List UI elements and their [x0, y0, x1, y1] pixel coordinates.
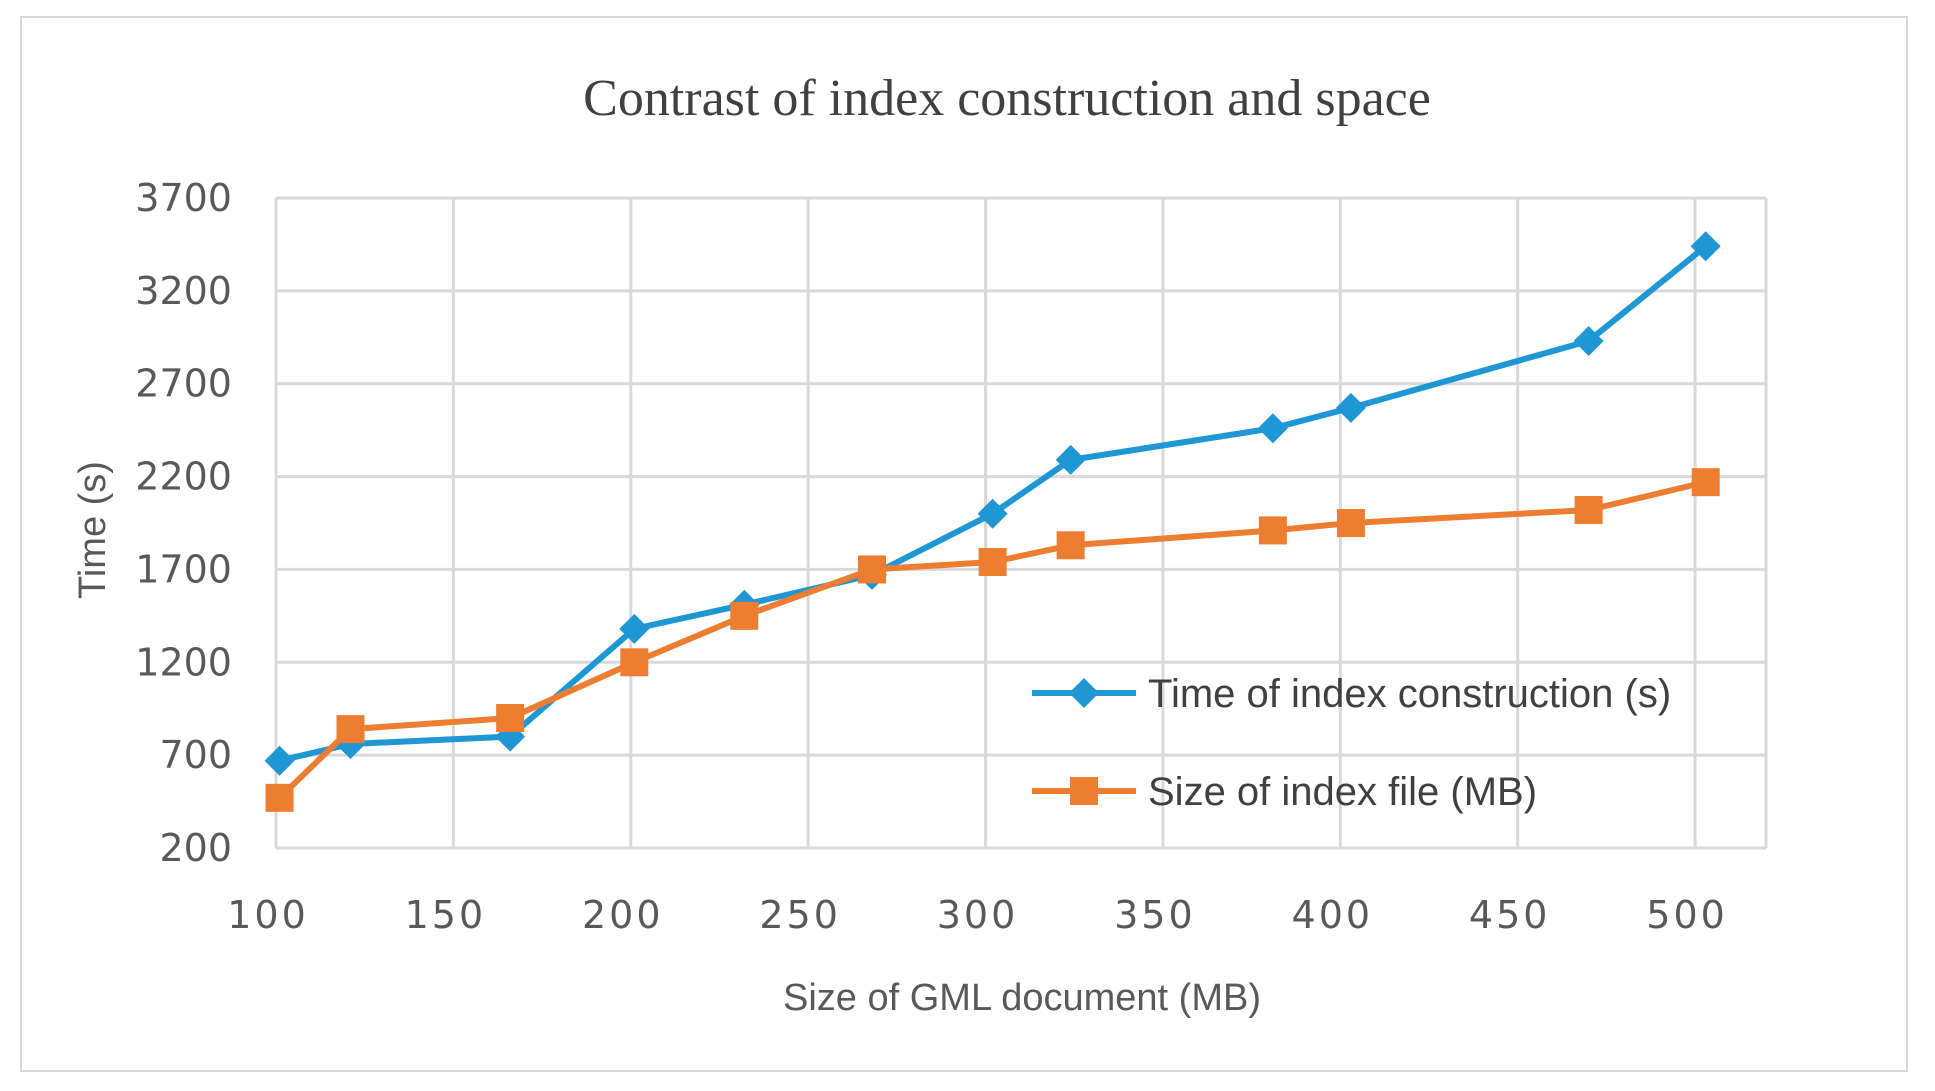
x-tick-label: 300 — [937, 893, 1019, 937]
x-tick-label: 400 — [1292, 893, 1374, 937]
y-tick-label: 2700 — [135, 362, 232, 406]
series-2 — [265, 468, 1720, 812]
y-tick-labels: 200 700 1200 1700 2200 2700 3200 3700 — [135, 176, 232, 870]
data-point-2-9 — [1258, 516, 1287, 545]
data-point-2-8 — [1056, 531, 1085, 560]
gridlines — [274, 196, 1768, 850]
data-point-1-8 — [1055, 444, 1086, 475]
legend[interactable]: Time of index construction (s) Size of in… — [1032, 672, 1671, 814]
legend-label: Size of index file (MB) — [1148, 770, 1537, 814]
x-tick-label: 100 — [227, 893, 309, 937]
legend-entry-1[interactable]: Time of index construction (s) — [1032, 672, 1671, 716]
y-tick-label: 1200 — [135, 640, 232, 684]
x-tick-label: 450 — [1469, 893, 1551, 937]
series-line-2 — [277, 479, 1707, 801]
x-tick-label: 500 — [1646, 893, 1728, 937]
data-point-1-4 — [619, 613, 650, 644]
y-tick-label: 1700 — [135, 547, 232, 591]
x-tick-label: 150 — [405, 893, 487, 937]
y-tick-label: 700 — [159, 733, 232, 777]
data-point-1-1 — [264, 745, 295, 776]
data-point-2-12 — [1691, 468, 1720, 497]
data-point-1-12 — [1690, 231, 1721, 262]
legend-marker-diamond — [1069, 678, 1099, 708]
x-tick-labels: 100 150 200 250 300 350 400 450 500 — [227, 893, 1728, 937]
data-point-2-5 — [730, 601, 759, 630]
data-point-2-4 — [620, 648, 649, 677]
y-tick-label: 3200 — [135, 269, 232, 313]
data-point-2-7 — [978, 548, 1007, 576]
data-point-2-6 — [858, 555, 886, 584]
data-point-1-7 — [977, 498, 1008, 529]
x-axis-title: Size of GML document (MB) — [783, 977, 1261, 1019]
data-point-1-11 — [1573, 326, 1604, 356]
chart-frame — [20, 16, 1908, 1072]
y-axis-title: Time (s) — [72, 461, 114, 599]
legend-label: Time of index construction (s) — [1148, 672, 1671, 716]
data-point-2-3 — [496, 704, 525, 732]
data-point-1-9 — [1257, 413, 1288, 444]
legend-marker-square — [1070, 777, 1098, 805]
series-line-1 — [278, 243, 1708, 764]
legend-entry-2[interactable]: Size of index file (MB) — [1032, 770, 1537, 814]
series-layer — [264, 231, 1721, 812]
x-tick-label: 200 — [582, 893, 664, 937]
x-tick-label: 250 — [759, 893, 841, 937]
data-point-1-10 — [1335, 392, 1366, 423]
data-point-2-11 — [1574, 496, 1603, 524]
data-point-2-1 — [265, 783, 294, 812]
x-tick-label: 350 — [1114, 893, 1196, 937]
data-point-2-2 — [336, 715, 365, 744]
y-tick-label: 2200 — [135, 455, 232, 499]
y-tick-label: 200 — [159, 826, 232, 870]
y-tick-label: 3700 — [135, 176, 232, 220]
data-point-2-10 — [1336, 509, 1365, 537]
chart-title: Contrast of index construction and space — [583, 70, 1431, 127]
